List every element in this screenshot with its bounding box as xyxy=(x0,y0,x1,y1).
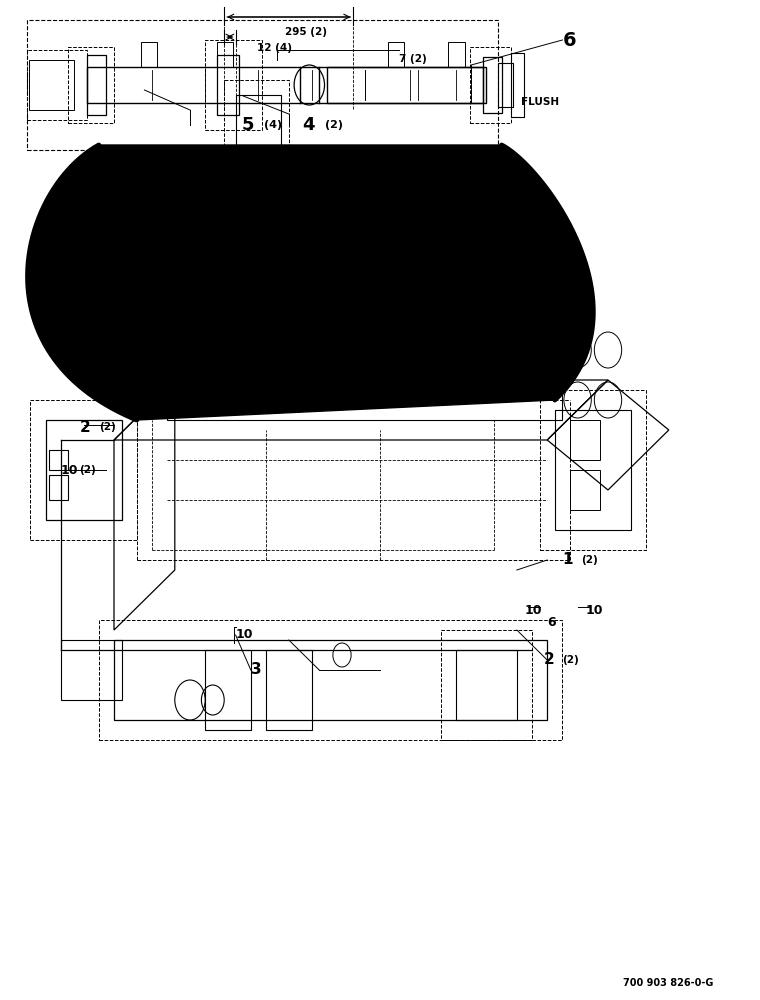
Text: (4): (4) xyxy=(264,120,283,130)
Text: 12 (4): 12 (4) xyxy=(257,43,292,53)
Bar xyxy=(470,47,511,123)
Bar xyxy=(99,620,562,740)
Text: 10: 10 xyxy=(61,464,78,477)
Bar xyxy=(388,42,404,67)
Bar xyxy=(46,420,122,520)
Bar xyxy=(27,20,498,150)
Bar xyxy=(498,63,513,107)
Bar xyxy=(327,67,486,103)
Text: 1: 1 xyxy=(562,552,573,568)
Text: 2: 2 xyxy=(80,420,90,434)
Bar xyxy=(236,95,281,145)
Text: 4: 4 xyxy=(302,116,315,134)
Text: 2: 2 xyxy=(543,652,554,668)
Text: (2): (2) xyxy=(325,120,344,130)
Bar xyxy=(570,470,600,510)
Text: 295 (2): 295 (2) xyxy=(285,27,327,37)
Bar xyxy=(217,55,239,115)
Text: 10: 10 xyxy=(524,603,542,616)
Bar xyxy=(483,57,502,113)
Text: 3: 3 xyxy=(251,662,261,678)
Bar xyxy=(49,475,68,500)
Text: 700 903 826-0-G: 700 903 826-0-G xyxy=(623,978,714,988)
Text: (2): (2) xyxy=(581,555,598,565)
Text: 7 (2): 7 (2) xyxy=(399,54,427,64)
Bar xyxy=(540,390,646,550)
Bar xyxy=(167,370,562,420)
Text: 10: 10 xyxy=(236,629,253,642)
Bar xyxy=(30,400,137,540)
Bar xyxy=(555,410,631,530)
Bar xyxy=(441,630,532,740)
Bar xyxy=(68,47,114,123)
Bar xyxy=(205,650,251,730)
Bar xyxy=(87,67,483,103)
Bar xyxy=(87,55,106,115)
Text: 6: 6 xyxy=(547,615,556,629)
Text: 4: 4 xyxy=(80,374,90,389)
Bar xyxy=(217,42,233,67)
Text: FLUSH: FLUSH xyxy=(521,97,559,107)
Bar xyxy=(49,450,68,470)
Bar xyxy=(141,42,157,67)
Bar xyxy=(114,640,547,720)
Bar xyxy=(511,53,524,117)
Bar xyxy=(570,420,600,460)
Bar xyxy=(205,40,262,130)
Polygon shape xyxy=(27,145,594,420)
Bar xyxy=(29,60,74,110)
Text: 10: 10 xyxy=(585,603,603,616)
Text: 5: 5 xyxy=(242,116,254,134)
Bar xyxy=(448,42,465,67)
Bar xyxy=(224,80,289,160)
Bar xyxy=(61,640,122,700)
Text: (2): (2) xyxy=(99,422,116,432)
Text: (2): (2) xyxy=(562,655,579,665)
Bar xyxy=(27,50,87,120)
Text: (2): (2) xyxy=(79,465,96,475)
Bar xyxy=(456,650,517,720)
Text: 6: 6 xyxy=(562,30,576,49)
Text: (2): (2) xyxy=(99,377,116,387)
Bar xyxy=(266,650,312,730)
